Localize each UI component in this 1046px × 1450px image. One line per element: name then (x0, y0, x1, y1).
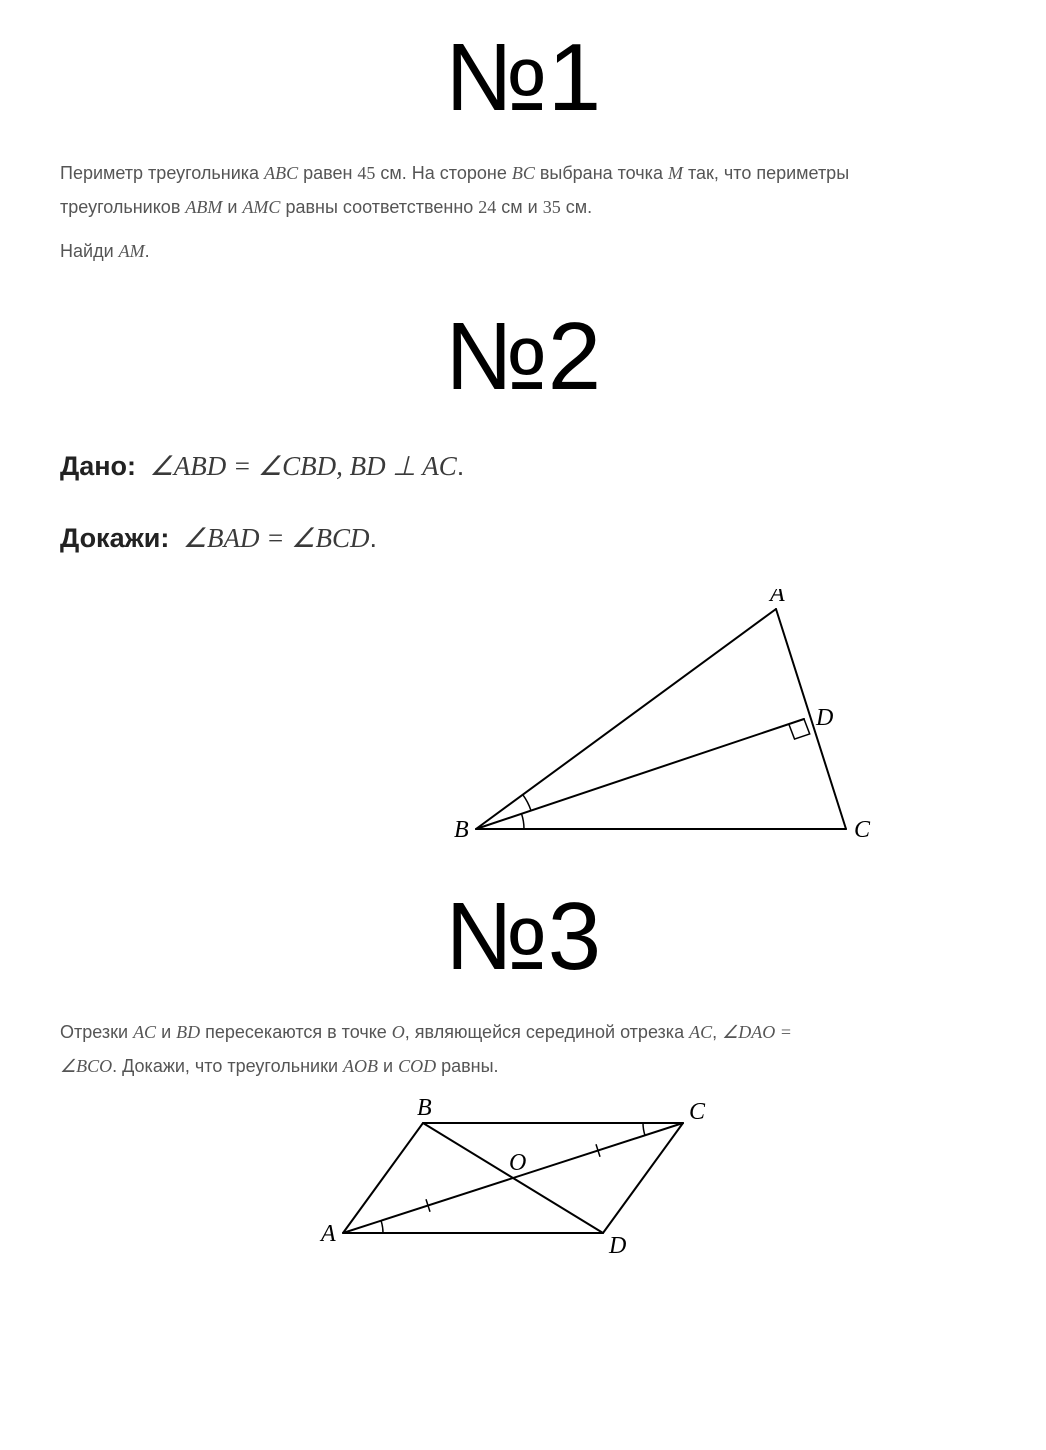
p3-l2e: COD (398, 1056, 436, 1076)
p3-l2a: ∠BCO (60, 1056, 112, 1076)
p2-given-dot: . (457, 451, 465, 481)
problem-2-given: Дано: ∠ABD = ∠CBD, BD ⊥ AC. (60, 435, 986, 497)
p3-l2d: и (378, 1056, 398, 1076)
p1-l2d: AMC (242, 197, 280, 217)
svg-text:C: C (689, 1099, 706, 1125)
problem-2-diagram-wrap: A B C D (40, 589, 1006, 869)
page: №1 Периметр треугольника ABC равен 45 см… (0, 0, 1046, 1313)
problem-2-prove: Докажи: ∠BAD = ∠BCD. (60, 507, 986, 569)
p1-l1c: равен (298, 163, 357, 183)
p1-l2b: ABM (185, 197, 222, 217)
p3-l1h: AC (689, 1022, 712, 1042)
p1-l1d: 45 (357, 163, 375, 183)
p1-l1i: так, что периметры (683, 163, 849, 183)
p2-prove-dot: . (369, 523, 377, 553)
problem-1-find: Найди AM. (60, 234, 986, 268)
p1-l1b: ABC (264, 163, 298, 183)
p1-l2a: треугольников (60, 197, 185, 217)
svg-text:D: D (815, 705, 833, 731)
problem-3-diagram: A B C D O (313, 1093, 733, 1253)
problem-3-diagram-wrap: A B C D O (40, 1093, 1006, 1253)
p1-l2c: и (222, 197, 242, 217)
p2-given-expr: ∠ABD = ∠CBD, BD ⊥ AC (150, 451, 457, 481)
p3-l1d: BD (176, 1022, 200, 1042)
section-heading-1: №1 (40, 30, 1006, 126)
p3-l2f: равны. (436, 1056, 498, 1076)
p1-l3a: Найди (60, 241, 119, 261)
p3-l1f: O (392, 1022, 405, 1042)
p1-l1a: Периметр треугольника (60, 163, 264, 183)
p1-l2e: равны соответственно (280, 197, 478, 217)
p1-l2h: 35 (543, 197, 561, 217)
p3-l1g: , являющейся серединой отрезка (405, 1022, 689, 1042)
p1-l2i: см. (561, 197, 592, 217)
p3-l2c: AOB (343, 1056, 378, 1076)
problem-2-diagram: A B C D (446, 589, 896, 869)
svg-text:O: O (509, 1150, 526, 1176)
p1-l1f: BC (512, 163, 535, 183)
p1-l1h: M (668, 163, 683, 183)
problem-3-text: Отрезки AC и BD пересекаются в точке O, … (60, 1015, 986, 1083)
p1-l3b: AM (119, 241, 145, 261)
p1-l3c: . (145, 241, 150, 261)
p3-l1i: , (712, 1022, 722, 1042)
svg-text:A: A (319, 1221, 336, 1247)
p3-l2b: . Докажи, что треугольники (112, 1056, 343, 1076)
p3-l1b: AC (133, 1022, 156, 1042)
p3-l1c: и (156, 1022, 176, 1042)
p3-l1a: Отрезки (60, 1022, 133, 1042)
p2-given-label: Дано: (60, 451, 136, 481)
p3-l1e: пересекаются в точке (200, 1022, 392, 1042)
problem-1-text: Периметр треугольника ABC равен 45 см. Н… (60, 156, 986, 224)
p3-l1j: ∠DAO = (722, 1022, 792, 1042)
p1-l2g: см и (496, 197, 542, 217)
section-heading-2: №2 (40, 309, 1006, 405)
p1-l1e: см. На стороне (375, 163, 511, 183)
section-heading-3: №3 (40, 889, 1006, 985)
p1-l2f: 24 (478, 197, 496, 217)
svg-text:B: B (454, 817, 469, 843)
svg-text:C: C (854, 817, 871, 843)
p1-l1g: выбрана точка (535, 163, 668, 183)
svg-text:B: B (417, 1095, 432, 1121)
svg-text:A: A (768, 589, 785, 607)
svg-text:D: D (608, 1233, 626, 1253)
p2-prove-label: Докажи: (60, 523, 169, 553)
p2-prove-expr: ∠BAD = ∠BCD (183, 523, 370, 553)
